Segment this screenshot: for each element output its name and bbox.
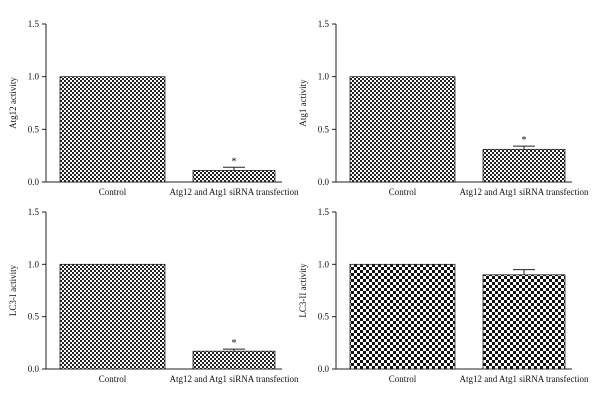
bar-control: [349, 263, 456, 370]
x-category-label: Atg12 and Atg1 siRNA transfection: [460, 374, 589, 384]
y-tick-label: 0.0: [318, 364, 330, 374]
y-tick-label: 1.5: [28, 207, 40, 217]
x-category-label: Control: [389, 187, 417, 197]
y-tick-label: 0.5: [28, 312, 40, 322]
chart-panel-2: 0.0 0.5 1.0 1.5 Atg1 activity Control * Atg12 a…: [298, 19, 589, 197]
y-tick-label: 1.5: [28, 19, 40, 29]
y-axis-title: Atg12 activity: [8, 77, 18, 129]
y-tick-label: 1.5: [318, 207, 330, 217]
significance-marker: *: [232, 156, 237, 167]
x-category-label: Atg12 and Atg1 siRNA transfection: [170, 374, 299, 384]
y-tick-label: 0.0: [28, 364, 40, 374]
y-tick-label: 0.5: [28, 124, 40, 134]
bar-sirna: [192, 170, 276, 183]
y-tick-label: 0.5: [318, 312, 330, 322]
bar-control: [59, 76, 166, 183]
y-tick-label: 0.0: [318, 177, 330, 187]
bar-sirna: [482, 274, 566, 370]
x-category-label: Atg12 and Atg1 siRNA transfection: [460, 187, 589, 197]
y-axis-title: Atg1 activity: [298, 79, 308, 127]
bar-control: [59, 263, 166, 370]
y-axis-title: LC3-II activity: [298, 263, 308, 318]
y-tick-label: 1.0: [28, 259, 40, 269]
y-tick-label: 1.0: [318, 72, 330, 82]
chart-panel-4: 0.0 0.5 1.0 1.5 LC3-II activity Control Atg12 …: [298, 207, 589, 384]
x-category-label: Control: [389, 374, 417, 384]
y-tick-label: 0.0: [28, 177, 40, 187]
x-category-label: Control: [99, 374, 127, 384]
bar-control: [349, 76, 456, 183]
bar-sirna: [482, 148, 566, 183]
bar-sirna: [192, 350, 276, 370]
y-axis-title: LC3-I activity: [8, 264, 18, 316]
y-tick-label: 0.5: [318, 124, 330, 134]
significance-marker: *: [232, 338, 237, 349]
chart-panel-3: 0.0 0.5 1.0 1.5 LC3-I activity Control * Atg12 …: [8, 207, 299, 384]
chart-panel-1: 0.0 0.5 1.0 1.5 Atg12 activity Control * Atg12 …: [8, 19, 299, 197]
x-category-label: Control: [99, 187, 127, 197]
x-category-label: Atg12 and Atg1 siRNA transfection: [170, 187, 299, 197]
y-tick-label: 1.0: [318, 259, 330, 269]
y-tick-label: 1.5: [318, 19, 330, 29]
significance-marker: *: [522, 135, 527, 146]
y-tick-label: 1.0: [28, 72, 40, 82]
